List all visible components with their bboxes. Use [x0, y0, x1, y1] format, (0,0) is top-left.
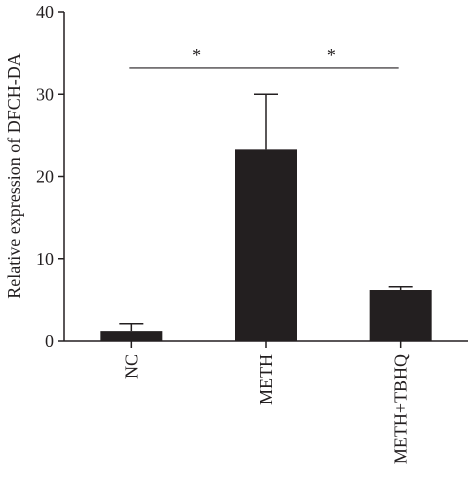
y-tick-label: 0	[45, 331, 54, 351]
x-tick-label: NC	[121, 354, 141, 379]
bar-meth-tbhq	[369, 290, 432, 341]
y-axis-title: Relative expression of DFCH-DA	[4, 53, 24, 298]
bar-meth	[235, 149, 297, 341]
x-tick-label: METH	[256, 354, 276, 405]
y-tick-label: 30	[36, 84, 54, 104]
x-tick-label: METH+TBHQ	[391, 354, 411, 464]
bar-nc	[100, 331, 163, 341]
plot-area: 0 10 20 30 40 NC METH METH+TBHQ * *	[36, 2, 468, 464]
significance-marker: *	[192, 45, 201, 65]
y-tick-label: 10	[36, 249, 54, 269]
y-tick-label: 40	[36, 2, 54, 22]
y-tick-label: 20	[36, 167, 54, 187]
significance-marker: *	[327, 45, 336, 65]
